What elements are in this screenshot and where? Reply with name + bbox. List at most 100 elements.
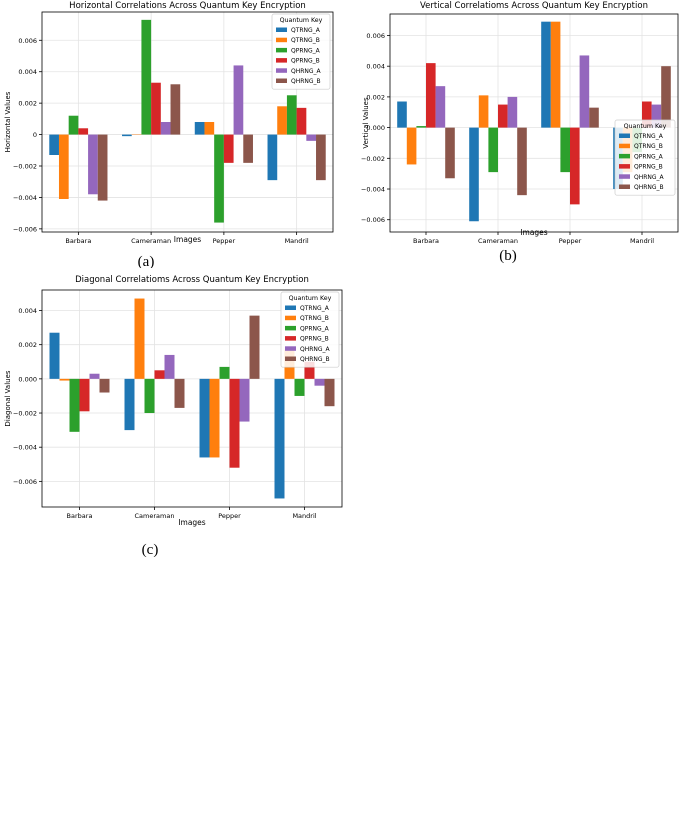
bar-qprng_a-barbara	[70, 379, 80, 432]
x-tick-label: Cameraman	[131, 237, 171, 245]
bar-qprng_b-pepper	[230, 379, 240, 468]
chart-title: Diagonal Correlatioms Across Quantum Key…	[75, 275, 309, 285]
bar-qhrng_b-barbara	[445, 128, 455, 179]
bar-qtrng_b-pepper	[204, 122, 214, 135]
bar-qprng_a-mandril	[295, 379, 305, 396]
x-tick-label: Mandril	[630, 237, 654, 245]
chart-title: Vertical Correlatioms Across Quantum Key…	[420, 1, 648, 11]
bar-qhrng_b-mandril	[316, 135, 326, 181]
legend-title: Quantum Key	[624, 123, 667, 130]
bar-qprng_a-cameraman	[145, 379, 155, 413]
legend-swatch	[285, 357, 296, 362]
y-axis-label: Vertical Values	[362, 97, 370, 149]
bar-qprng_b-pepper	[224, 135, 234, 163]
legend-label: QTRNG_A	[634, 133, 664, 140]
y-tick-label: 0.002	[18, 100, 37, 108]
x-axis-label: Images	[174, 235, 201, 244]
y-tick-label: 0.006	[18, 37, 37, 45]
bar-qhrng_b-barbara	[100, 379, 110, 393]
x-axis-label: Images	[520, 228, 547, 237]
bar-qhrng_b-mandril	[661, 66, 671, 127]
y-tick-label: −0.004	[13, 194, 37, 202]
legend-swatch	[276, 68, 287, 73]
bar-qtrng_a-cameraman	[469, 128, 479, 222]
bar-qprng_b-barbara	[426, 63, 436, 127]
x-axis-label: Images	[178, 518, 205, 527]
y-tick-label: −0.002	[13, 410, 37, 418]
bar-qhrng_a-cameraman	[165, 355, 175, 379]
bar-qtrng_a-mandril	[275, 379, 285, 499]
y-tick-label: −0.002	[361, 155, 385, 163]
bar-qhrng_a-mandril	[306, 135, 316, 141]
legend-label: QTRNG_B	[291, 37, 320, 44]
y-axis-label: Diagonal Values	[4, 370, 12, 426]
bar-qprng_b-cameraman	[151, 83, 161, 135]
legend-label: QPRNG_A	[300, 325, 330, 332]
chart-title: Horizontal Correlations Across Quantum K…	[69, 1, 306, 11]
legend-label: QTRNG_B	[634, 143, 663, 150]
bar-qhrng_b-cameraman	[517, 128, 527, 196]
y-tick-label: −0.006	[13, 478, 37, 486]
y-tick-label: 0.002	[18, 341, 37, 349]
y-tick-label: 0.004	[366, 63, 385, 71]
bar-qhrng_b-pepper	[250, 316, 260, 379]
legend-label: QHRNG_B	[634, 184, 664, 191]
bar-qtrng_b-cameraman	[135, 299, 145, 379]
legend-label: QHRNG_B	[291, 78, 321, 85]
legend-label: QHRNG_B	[300, 356, 330, 363]
diagonal-correlations-chart: −0.006−0.004−0.0020.0000.0020.004Barbara…	[0, 268, 380, 823]
bar-qhrng_b-pepper	[243, 135, 253, 163]
legend-label: QPRNG_B	[300, 336, 329, 343]
legend-swatch	[276, 38, 287, 43]
bar-qhrng_a-barbara	[436, 86, 446, 127]
bar-qprng_a-barbara	[416, 126, 426, 128]
legend-swatch	[276, 48, 287, 53]
x-tick-label: Barbara	[65, 237, 91, 245]
x-tick-label: Barbara	[413, 237, 439, 245]
x-tick-label: Pepper	[218, 512, 241, 520]
horizontal-correlations-chart: −0.006−0.004−0.00200.0020.0040.006Barbar…	[0, 0, 342, 268]
figure-caption: (a)	[138, 254, 155, 268]
bar-qtrng_a-barbara	[50, 333, 60, 379]
bar-qtrng_b-barbara	[407, 128, 417, 165]
bar-qhrng_a-cameraman	[161, 122, 171, 135]
bar-qprng_a-barbara	[69, 116, 79, 135]
x-tick-label: Cameraman	[478, 237, 518, 245]
y-tick-label: 0.004	[18, 68, 37, 76]
bar-qhrng_b-pepper	[589, 108, 599, 128]
legend-swatch	[619, 144, 630, 149]
legend-swatch	[276, 79, 287, 84]
legend-swatch	[619, 185, 630, 190]
bar-qprng_b-barbara	[80, 379, 90, 411]
bar-qhrng_a-barbara	[88, 135, 98, 195]
legend-swatch	[276, 28, 287, 33]
bar-qhrng_b-mandril	[325, 379, 335, 406]
bar-qtrng_a-pepper	[541, 22, 551, 128]
bar-qprng_a-mandril	[287, 95, 297, 134]
bar-qhrng_b-cameraman	[175, 379, 185, 408]
bar-qhrng_a-cameraman	[508, 97, 518, 128]
bar-qtrng_b-barbara	[59, 135, 69, 199]
legend-label: QTRNG_A	[300, 305, 330, 312]
bar-qprng_b-barbara	[78, 128, 88, 134]
legend-label: QTRNG_B	[300, 315, 329, 322]
legend-label: QPRNG_A	[291, 47, 321, 54]
bar-qtrng_a-pepper	[200, 379, 210, 458]
legend-swatch	[619, 164, 630, 169]
bar-qtrng_b-cameraman	[479, 95, 489, 127]
legend-label: QHRNG_A	[634, 174, 665, 181]
legend-swatch	[276, 58, 287, 63]
legend-swatch	[285, 306, 296, 311]
bar-qprng_a-pepper	[214, 135, 224, 223]
bar-qtrng_b-barbara	[60, 379, 70, 381]
legend-label: QHRNG_A	[291, 68, 322, 75]
legend-title: Quantum Key	[280, 17, 323, 24]
bar-qtrng_a-cameraman	[122, 135, 132, 137]
y-tick-label: 0.004	[18, 307, 37, 315]
bar-qhrng_a-pepper	[580, 55, 590, 127]
bar-qhrng_b-cameraman	[171, 84, 181, 134]
legend-title: Quantum Key	[289, 295, 332, 302]
legend-label: QTRNG_A	[291, 27, 321, 34]
legend-label: QPRNG_A	[634, 153, 664, 160]
vertical-correlations-chart: −0.006−0.004−0.0020.0000.0020.0040.006Ba…	[342, 0, 685, 268]
